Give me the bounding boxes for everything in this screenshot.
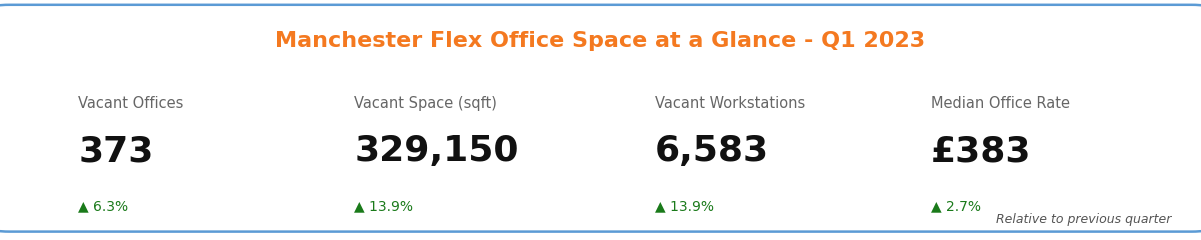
Text: Vacant Workstations: Vacant Workstations [655, 96, 805, 111]
FancyBboxPatch shape [0, 5, 1201, 232]
Text: Vacant Offices: Vacant Offices [78, 96, 184, 111]
Text: 373: 373 [78, 134, 154, 168]
Text: 329,150: 329,150 [354, 134, 519, 168]
Text: ▲ 13.9%: ▲ 13.9% [354, 199, 413, 213]
Text: ▲ 6.3%: ▲ 6.3% [78, 199, 129, 213]
Text: Median Office Rate: Median Office Rate [931, 96, 1070, 111]
Text: Relative to previous quarter: Relative to previous quarter [996, 213, 1171, 226]
Text: ▲ 13.9%: ▲ 13.9% [655, 199, 713, 213]
Text: 6,583: 6,583 [655, 134, 769, 168]
Text: Manchester Flex Office Space at a Glance - Q1 2023: Manchester Flex Office Space at a Glance… [275, 31, 926, 51]
Text: £383: £383 [931, 134, 1032, 168]
Text: Vacant Space (sqft): Vacant Space (sqft) [354, 96, 497, 111]
Text: ▲ 2.7%: ▲ 2.7% [931, 199, 981, 213]
